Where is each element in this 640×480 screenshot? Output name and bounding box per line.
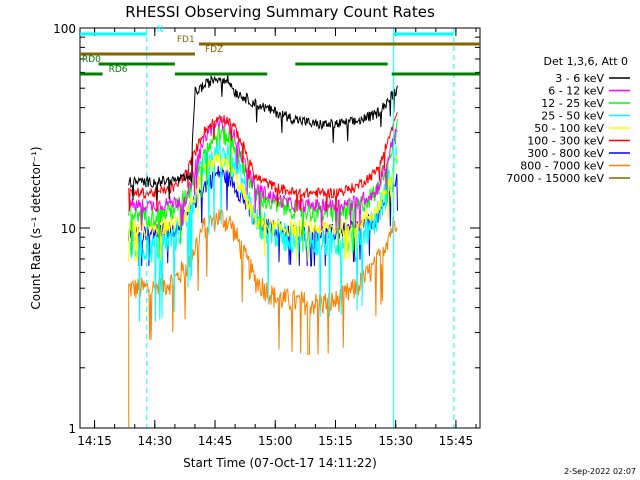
legend-entry-label: 25 - 50 keV: [541, 110, 604, 123]
x-tick-label: 14:30: [138, 434, 173, 448]
axes: 14:15 14:30 14:45 15:00 15:15 15:30 15:45 1 10 10…: [53, 22, 481, 448]
x-tick-label: 15:00: [258, 434, 293, 448]
series-line-100-300-kev: [128, 112, 398, 212]
legend-entry-label: 6 - 12 keV: [548, 85, 604, 98]
legend-entry-label: 3 - 6 keV: [555, 72, 604, 85]
x-tick-label: 15:30: [378, 434, 413, 448]
x-tick-label: 15:15: [318, 434, 353, 448]
flag-label-fdz: FDZ: [205, 45, 223, 55]
flag-label-fd1: FD1: [177, 35, 195, 45]
y-tick-label: 1: [68, 422, 76, 436]
x-tick-label: 14:15: [77, 434, 112, 448]
x-tick-label: 15:45: [439, 434, 474, 448]
legend-entry-label: 7000 - 15000 keV: [506, 172, 604, 185]
flag-label-n: N: [157, 25, 164, 35]
legend-entry-label: 50 - 100 keV: [534, 122, 604, 135]
flag-label-rd6: RD6: [109, 65, 128, 75]
x-tick-label: 14:45: [198, 434, 233, 448]
series-line-25-50-kev: [128, 137, 398, 322]
legend-entry-label: 300 - 800 keV: [527, 147, 604, 160]
legend-entry-label: 12 - 25 keV: [541, 97, 604, 110]
legend-title: Det 1,3,6, Att 0: [544, 55, 628, 68]
y-tick-label: 100: [53, 22, 76, 36]
y-axis-label: Count Rate (s⁻¹ detector⁻¹): [29, 146, 43, 309]
series-line-800-7000-kev: [128, 208, 398, 428]
legend-entry-label: 800 - 7000 keV: [520, 160, 604, 173]
y-tick-label: 10: [61, 222, 76, 236]
chart-title: RHESSI Observing Summary Count Rates: [125, 3, 435, 21]
timestamp: 2-Sep-2022 02:07: [564, 467, 636, 476]
series-line-6-12-kev: [128, 116, 398, 231]
series-line-3-6-kev: [128, 74, 398, 201]
x-axis-label: Start Time (07-Oct-17 14:11:22): [183, 456, 377, 470]
legend-entry-label: 100 - 300 keV: [527, 135, 604, 148]
flag-label-rd0: RD0: [82, 55, 101, 65]
plot-area: [80, 28, 455, 428]
